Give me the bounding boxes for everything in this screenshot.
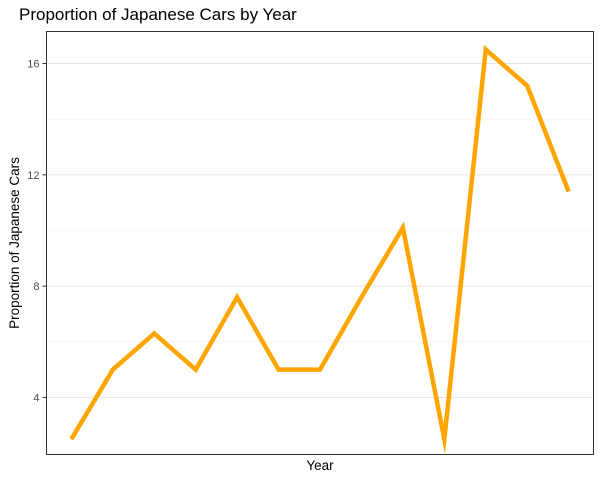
series-line (69, 45, 571, 455)
minor-gridlines (46, 118, 594, 454)
plot-panel-border (46, 31, 594, 455)
y-tick-label: 12 (27, 170, 39, 182)
y-tick-label: 8 (33, 281, 39, 293)
y-tick-label: 16 (27, 59, 39, 71)
x-axis-title: Year (306, 458, 334, 473)
y-axis-ticks: 4 8 12 16 (27, 59, 47, 404)
chart-title: Proportion of Japanese Cars by Year (19, 5, 297, 24)
y-axis-title: Proportion of Japanese Cars (7, 157, 22, 329)
y-tick-label: 4 (33, 392, 39, 404)
series-layer (69, 45, 571, 455)
